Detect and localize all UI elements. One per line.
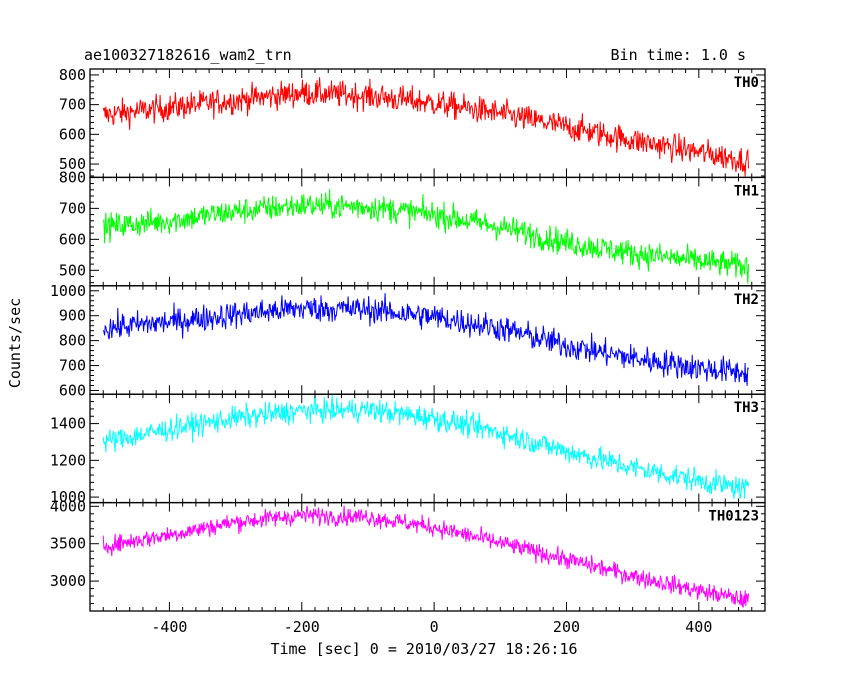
panel-frame-th3	[89, 393, 766, 504]
panel-label-th3: TH3	[734, 400, 759, 416]
chart-title: ae100327182616_wam2_trn	[84, 46, 292, 64]
y-tick-label: 700	[59, 199, 86, 217]
series-line-th3	[102, 394, 749, 500]
panel-frame-th2	[89, 285, 766, 395]
panel-th2: TH2 600 700 800 900 1000	[50, 282, 766, 399]
y-axis-label: Counts/sec	[6, 298, 24, 388]
x-tick-label: 200	[553, 618, 580, 636]
series-line-th0	[102, 77, 749, 177]
y-tick-label: 3500	[50, 535, 86, 553]
panel-frame-th0	[89, 68, 766, 179]
panel-label-th0123: TH0123	[708, 509, 759, 525]
y-tick-label: 700	[59, 357, 86, 375]
x-tick-label: -200	[284, 618, 320, 636]
y-tick-label: 600	[59, 230, 86, 248]
x-tick-label: 0	[430, 618, 439, 636]
y-tick-label: 800	[59, 332, 86, 350]
panel-label-th0: TH0	[734, 75, 759, 91]
y-tick-label: 700	[59, 96, 86, 114]
y-tick-label: 1400	[50, 415, 86, 433]
y-tick-label: 500	[59, 261, 86, 279]
panel-label-th1: TH1	[734, 183, 759, 199]
series-line-th0123	[102, 505, 749, 608]
panels-group: TH0 500 600 700 800 TH1 500 600 700 800 TH2 600 700 8…	[50, 66, 766, 636]
y-tick-label: 800	[59, 168, 86, 186]
panel-frame-th1	[89, 176, 766, 287]
panel-label-th2: TH2	[734, 292, 759, 308]
panel-th3: TH3 1000 1200 1400	[50, 393, 766, 506]
y-tick-label: 1000	[50, 488, 86, 506]
y-tick-label: 4000	[50, 497, 86, 515]
y-tick-label: 1000	[50, 282, 86, 300]
bin-time-label: Bin time: 1.0 s	[611, 46, 746, 64]
y-tick-label: 1200	[50, 451, 86, 469]
y-tick-label: 3000	[50, 572, 86, 590]
series-line-th1	[102, 188, 749, 284]
y-tick-label: 600	[59, 381, 86, 399]
y-tick-label: 800	[59, 66, 86, 84]
y-tick-label: 600	[59, 125, 86, 143]
y-tick-label: 500	[59, 155, 86, 173]
panel-th0: TH0 500 600 700 800	[59, 66, 766, 179]
series-line-th2	[102, 293, 749, 386]
panel-th1: TH1 500 600 700 800	[59, 168, 766, 287]
y-tick-label: 900	[59, 307, 86, 325]
panel-frame-th0123	[89, 501, 766, 612]
x-axis-label: Time [sec] 0 = 2010/03/27 18:26:16	[270, 640, 577, 658]
x-tick-label: 400	[685, 618, 712, 636]
x-tick-label: -400	[151, 618, 187, 636]
panel-th0123: TH0123 3000 3500 4000	[50, 497, 766, 612]
